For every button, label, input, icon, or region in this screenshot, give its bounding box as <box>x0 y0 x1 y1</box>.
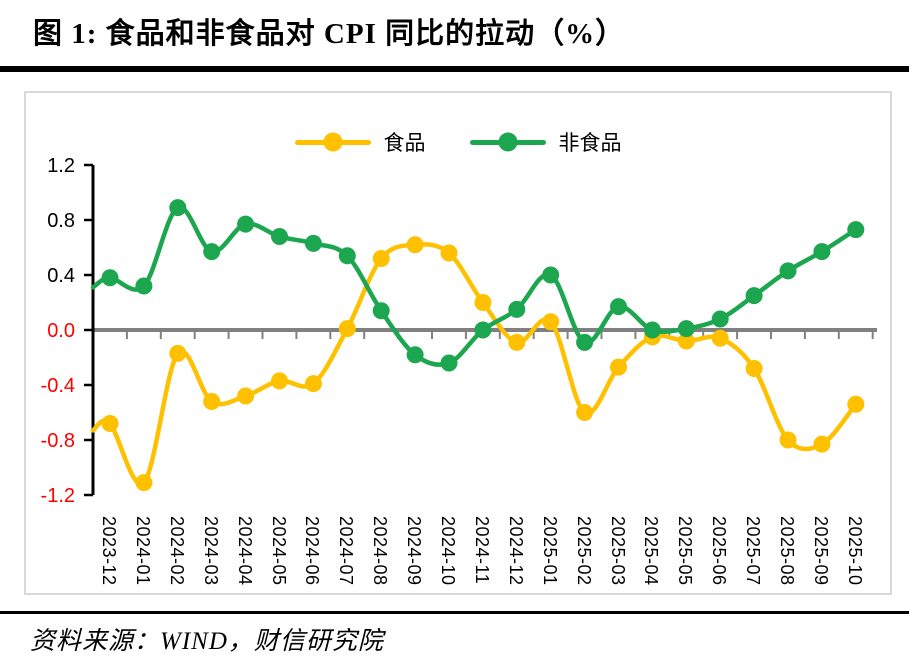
x-axis-label: 2024-05 <box>268 516 289 586</box>
x-axis-label: 2025-04 <box>641 516 662 586</box>
x-axis-label: 2024-11 <box>471 516 492 585</box>
y-axis-tick-label: -1.2 <box>41 485 75 507</box>
data-point-食品-2024-02 <box>169 344 187 362</box>
figure-title: 图 1: 食品和非食品对 CPI 同比的拉动（%） <box>33 18 626 50</box>
data-point-食品-2024-03 <box>203 393 221 410</box>
data-point-非食品-2025-04 <box>643 321 661 339</box>
legend-label-nonfood: 非食品 <box>558 132 622 155</box>
y-axis-tick-label: 1.2 <box>47 155 75 177</box>
data-point-非食品-2025-02 <box>576 333 594 351</box>
x-axis-label: 2025-07 <box>743 516 764 586</box>
x-axis-label: 2024-07 <box>336 516 357 586</box>
x-axis-label: 2024-10 <box>438 516 458 586</box>
data-point-食品-2025-01 <box>542 313 560 331</box>
data-point-食品-2025-05 <box>677 332 695 350</box>
y-axis-tick-label: -0.8 <box>41 430 75 452</box>
x-axis-label: 2024-12 <box>505 516 526 586</box>
x-axis-label: 2025-08 <box>777 516 797 586</box>
data-point-非食品-2024-12 <box>508 300 526 318</box>
data-point-食品-2024-07 <box>338 320 356 338</box>
data-point-非食品-2024-10 <box>440 354 458 372</box>
nonfood-dot-icon <box>498 132 517 152</box>
data-point-食品-2025-09 <box>813 435 831 453</box>
legend-item-nonfood: 非食品 <box>469 127 622 157</box>
data-point-食品-2024-06 <box>304 375 322 393</box>
x-axis-label: 2025-02 <box>573 516 594 586</box>
x-axis-label: 2024-02 <box>166 516 187 586</box>
y-axis-tick-label: 0.4 <box>47 265 75 287</box>
x-axis-label: 2024-03 <box>200 516 221 586</box>
x-axis-label: 2025-06 <box>709 516 730 586</box>
data-point-食品-2024-04 <box>237 387 255 405</box>
food-dot-icon <box>323 132 342 152</box>
data-point-食品-2025-06 <box>711 329 729 347</box>
data-point-食品-2025-10 <box>847 395 865 413</box>
x-axis-label: 2024-01 <box>132 516 153 586</box>
source-note: 资料来源：WIND，财信研究院 <box>30 628 384 655</box>
data-point-非食品-2024-04 <box>237 215 255 233</box>
chart-panel: 1.2 0.8 0.4 0.0 -0.4 -0.8 -1.2 食品 非食品 2023-12 2… <box>24 91 892 595</box>
data-point-食品-2025-07 <box>745 360 763 377</box>
data-point-非食品-2024-01 <box>135 277 153 295</box>
data-point-非食品-2025-03 <box>610 298 627 316</box>
nonfood-line-marker-icon <box>469 132 546 152</box>
data-point-非食品-2024-03 <box>203 243 221 261</box>
x-axis-label: 2025-03 <box>607 516 628 586</box>
data-point-食品-2025-03 <box>610 358 627 376</box>
data-point-非食品-2025-01 <box>542 266 560 284</box>
data-point-非食品-2024-07 <box>338 247 356 265</box>
chart-legend: 食品 非食品 <box>26 127 890 157</box>
data-point-食品-2024-12 <box>508 333 526 351</box>
data-point-食品-2024-11 <box>474 294 492 311</box>
x-axis-label: 2024-08 <box>370 516 391 586</box>
data-point-非食品-2024-06 <box>304 234 322 252</box>
data-point-非食品-2024-08 <box>372 302 390 320</box>
data-point-非食品-2025-10 <box>847 221 865 239</box>
y-axis-tick-label: 0.8 <box>47 210 75 232</box>
legend-label-food: 食品 <box>383 132 426 155</box>
data-point-非食品-2025-08 <box>779 262 797 280</box>
x-axis-label: 2025-09 <box>810 516 831 586</box>
x-axis-label: 2024-04 <box>234 516 255 586</box>
data-point-非食品-2025-06 <box>711 310 729 328</box>
data-point-食品-2025-02 <box>576 404 594 421</box>
data-point-非食品-2024-05 <box>271 228 288 245</box>
y-axis-tick-label: -0.4 <box>41 375 75 397</box>
data-point-食品-2024-09 <box>406 236 424 254</box>
data-point-食品-2024-08 <box>372 250 390 267</box>
x-axis-label: 2024-06 <box>302 516 323 586</box>
data-point-非食品-2025-07 <box>745 287 763 305</box>
data-point-食品-2024-05 <box>271 372 288 390</box>
data-point-非食品-2024-09 <box>406 346 424 364</box>
data-point-非食品-2024-02 <box>169 199 187 217</box>
x-axis-labels: 2023-12 2024-01 2024-02 2024-03 2024-04 2024-… <box>26 93 890 593</box>
chart-canvas: 1.2 0.8 0.4 0.0 -0.4 -0.8 -1.2 <box>41 155 877 507</box>
food-line-marker-icon <box>294 132 371 152</box>
x-axis-label: 2025-10 <box>844 516 865 586</box>
x-axis-label: 2025-05 <box>675 516 696 586</box>
data-point-食品-2024-01 <box>135 474 153 492</box>
bottom-rule <box>0 611 909 614</box>
data-point-食品-2025-08 <box>779 431 797 449</box>
x-axis-label: 2023-12 <box>99 516 119 586</box>
y-axis-tick-label: 0.0 <box>47 320 75 342</box>
title-rule <box>0 66 909 72</box>
data-point-食品-2024-10 <box>440 244 458 262</box>
data-point-非食品-2025-09 <box>813 243 831 261</box>
data-point-非食品-2025-05 <box>677 320 695 338</box>
x-axis-label: 2025-01 <box>539 516 560 586</box>
legend-item-food: 食品 <box>294 127 426 157</box>
x-axis-label: 2024-09 <box>404 516 425 586</box>
data-point-非食品-2023-12 <box>101 269 119 287</box>
data-point-食品-2023-12 <box>101 415 119 432</box>
data-point-非食品-2024-11 <box>474 321 492 339</box>
